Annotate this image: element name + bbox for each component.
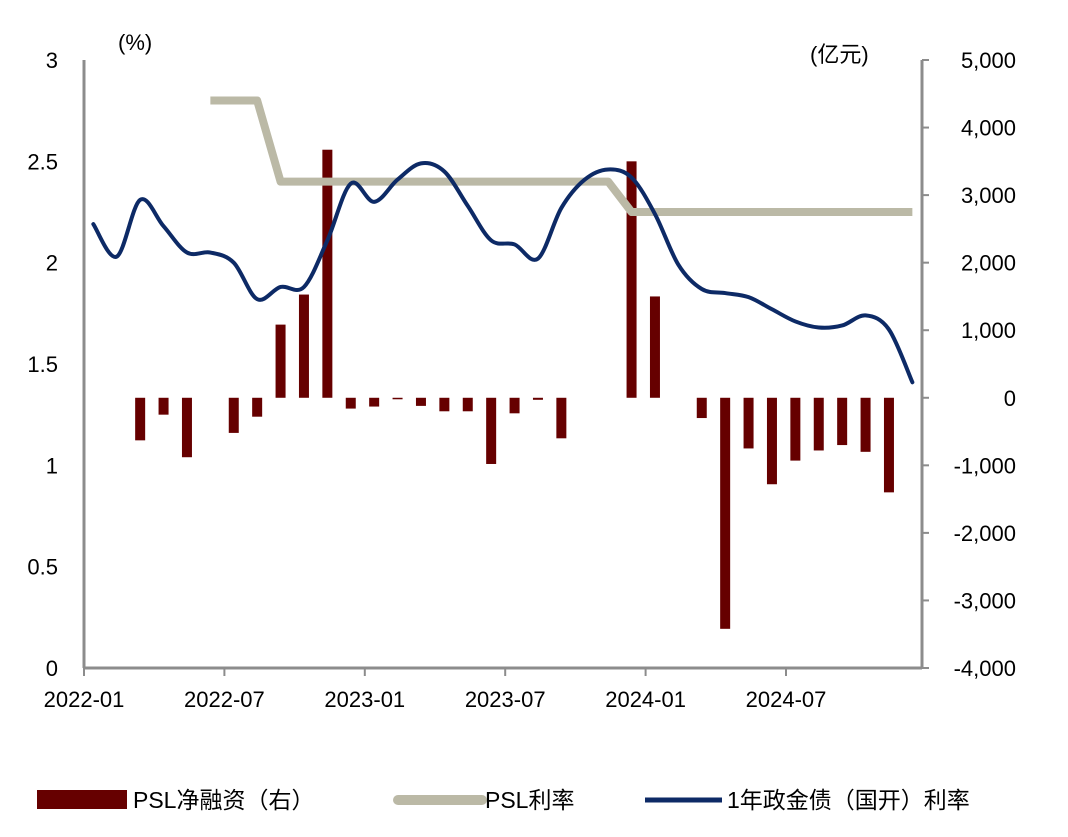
line-psl-rate: [210, 96, 913, 216]
x-tick-label: 2024-01: [605, 687, 686, 712]
bar-2022-10: [298, 294, 309, 398]
bar-2024-07: [790, 397, 801, 461]
bar-2024-09: [837, 397, 848, 446]
left-tick-label: 2: [46, 251, 58, 276]
bar-2022-11: [322, 149, 333, 398]
right-tick-label: -1,000: [954, 453, 1016, 478]
x-tick-label: 2023-07: [465, 687, 546, 712]
left-tick-label: 1.5: [27, 352, 58, 377]
left-tick-label: 2.5: [27, 149, 58, 174]
bar-2022-07: [228, 397, 239, 433]
bar-2023-06: [486, 397, 497, 464]
bar-2022-04: [158, 397, 169, 415]
x-tick-label: 2023-01: [324, 687, 405, 712]
bar-2024-04: [720, 397, 731, 629]
right-axis-unit: (亿元): [810, 42, 869, 67]
legend: PSL净融资（右） PSL利率 1年政金债（国开）利率: [37, 787, 970, 813]
legend-swatch-psl-net: [37, 790, 127, 809]
bar-2024-10: [860, 397, 871, 452]
bar-2024-01: [649, 296, 660, 398]
left-tick-label: 1: [46, 453, 58, 478]
x-tick-label: 2024-07: [746, 687, 827, 712]
legend-label-bond-yield: 1年政金债（国开）利率: [727, 787, 970, 813]
bar-2023-04: [439, 397, 450, 412]
right-tick-label: 0: [1004, 386, 1016, 411]
left-tick-label: 0: [46, 656, 58, 681]
right-tick-label: 2,000: [961, 251, 1016, 276]
right-tick-label: 3,000: [961, 183, 1016, 208]
bar-2024-06: [766, 397, 777, 485]
bar-2023-09: [556, 397, 567, 439]
lines-group: [91, 96, 915, 385]
bar-2024-03: [696, 397, 707, 419]
bar-2023-12: [626, 161, 637, 398]
bar-2022-03: [135, 397, 146, 441]
bars-group: [135, 149, 894, 629]
right-tick-label: -4,000: [954, 656, 1016, 681]
x-tick-label: 2022-07: [184, 687, 265, 712]
legend-label-psl-net: PSL净融资（右）: [133, 787, 314, 813]
left-tick-label: 3: [46, 48, 58, 73]
axes-group: 0 0.5 1 1.5 2 2.5 3 -4,000 -3,000 -2,000 -1,000 0 1,…: [27, 48, 1016, 712]
bar-2024-05: [743, 397, 754, 449]
right-tick-label: 1,000: [961, 318, 1016, 343]
bar-2023-08: [532, 397, 543, 400]
bar-2023-03: [415, 397, 426, 406]
right-tick-label: -2,000: [954, 521, 1016, 546]
bar-2023-07: [509, 397, 520, 414]
bar-2024-11: [883, 397, 894, 493]
bar-2023-01: [369, 397, 380, 407]
bar-2022-09: [275, 324, 286, 398]
bar-2024-08: [813, 397, 824, 451]
bar-2023-05: [462, 397, 473, 412]
bar-2022-08: [252, 397, 263, 417]
line-bond-yield: [91, 161, 915, 385]
right-tick-label: 4,000: [961, 116, 1016, 141]
legend-label-psl-rate: PSL利率: [485, 787, 574, 813]
bar-2023-02: [392, 397, 403, 400]
bar-2022-12: [345, 397, 356, 409]
right-tick-label: 5,000: [961, 48, 1016, 73]
x-tick-label: 2022-01: [44, 687, 125, 712]
right-tick-label: -3,000: [954, 588, 1016, 613]
left-axis-unit: (%): [118, 30, 152, 55]
left-tick-label: 0.5: [27, 555, 58, 580]
bar-2022-05: [181, 397, 192, 458]
